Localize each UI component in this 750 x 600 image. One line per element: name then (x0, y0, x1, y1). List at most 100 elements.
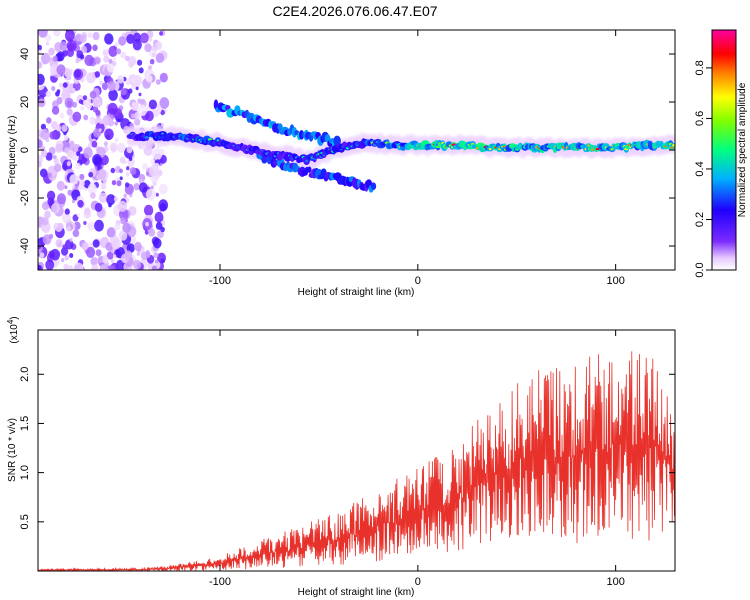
heat-cell (62, 212, 71, 224)
heat-cell (122, 222, 131, 233)
heat-cell (89, 91, 97, 99)
heat-cell (83, 221, 87, 225)
heat-cell (69, 237, 73, 242)
heat-cell (159, 97, 170, 109)
heatmap-tracks (126, 99, 675, 193)
heat-cell (38, 61, 43, 69)
heat-cell (93, 96, 102, 108)
heat-cell (54, 163, 62, 173)
heat-cell (64, 97, 74, 109)
heat-cell (78, 146, 83, 152)
heat-cell (149, 58, 155, 65)
heat-cell (324, 134, 331, 143)
heat-cell (83, 114, 89, 121)
heat-cell (144, 136, 150, 139)
snr-y-axis-label: SNR (10 * v/v) (7, 418, 18, 482)
heat-cell (155, 192, 159, 197)
heat-cell (120, 88, 127, 96)
y-tick-label: -40 (19, 238, 31, 254)
heat-cell (144, 43, 152, 52)
heat-cell (131, 113, 136, 119)
heat-cell (136, 251, 141, 256)
heat-cell (62, 82, 68, 88)
heat-cell (103, 141, 108, 147)
heat-cell (104, 33, 114, 45)
heat-cell (146, 74, 153, 83)
heat-cell (90, 192, 96, 199)
heat-cell (82, 95, 87, 101)
heat-cell (103, 51, 107, 56)
heat-cell (66, 39, 77, 52)
heat-cell (87, 183, 97, 195)
heat-cell (61, 258, 65, 263)
x-tick-label: 100 (606, 576, 624, 588)
heat-cell (120, 51, 126, 59)
heat-cell (138, 92, 142, 97)
heat-cell (116, 48, 122, 55)
heat-cell (94, 202, 103, 212)
heat-cell (370, 182, 377, 190)
heat-cell (67, 265, 74, 270)
heat-cell (98, 192, 108, 203)
heat-cell (56, 64, 66, 76)
snr-scale-label: (x104) (6, 316, 20, 343)
heat-cell (114, 223, 121, 231)
heat-cell (38, 98, 46, 108)
heat-cell (51, 203, 60, 214)
heat-cell (146, 188, 156, 201)
colorbar-tick-label: 0.8 (694, 60, 706, 75)
y-tick-label: 0.5 (19, 514, 31, 529)
heat-cell (103, 55, 110, 63)
heat-cell (125, 79, 131, 86)
heat-cell (137, 98, 142, 104)
heat-cell (95, 57, 101, 64)
heat-cell (76, 213, 80, 217)
heat-cell (76, 151, 81, 157)
heat-cell (159, 72, 168, 83)
heat-cell (79, 54, 85, 60)
heat-cell (79, 34, 87, 44)
heat-cell (97, 255, 104, 263)
x-tick-label: 0 (415, 576, 421, 588)
heat-cell (64, 255, 69, 261)
heat-cell (98, 118, 104, 125)
heat-cell (92, 239, 100, 248)
heat-cell (146, 171, 150, 176)
heatmap-noise-region (38, 30, 170, 270)
heat-cell (74, 69, 82, 79)
heat-cell (57, 222, 64, 230)
heat-cell (154, 259, 159, 264)
heat-cell (53, 158, 59, 165)
heat-cell (134, 241, 142, 252)
heat-cell (138, 67, 144, 74)
heat-cell (124, 250, 133, 260)
spectrogram-x-ticks: -100 0 100 (209, 30, 625, 287)
heat-cell (132, 259, 142, 270)
heat-cell (61, 124, 68, 132)
heat-cell (137, 105, 148, 116)
heat-cell (118, 36, 127, 46)
heat-cell (122, 159, 127, 164)
heat-cell (59, 112, 65, 119)
heat-cell (85, 246, 96, 258)
heat-cell (120, 217, 127, 225)
heat-cell (51, 86, 56, 91)
heat-cell (105, 242, 113, 252)
heat-cell (62, 244, 67, 250)
snr-x-axis-label: Height of straight line (km) (298, 587, 415, 598)
heat-cell (111, 146, 117, 153)
heat-cell (57, 242, 62, 248)
y-tick-label: -20 (19, 190, 31, 206)
heat-cell (153, 252, 159, 259)
heat-cell (127, 88, 133, 94)
x-tick-label: 0 (415, 275, 421, 287)
heat-cell (150, 158, 155, 164)
heat-cell (111, 180, 117, 186)
y-tick-label: 1.0 (19, 465, 31, 480)
heat-cell (148, 99, 157, 110)
heat-cell (92, 154, 102, 166)
heat-cell (100, 182, 107, 190)
heat-cell (154, 211, 164, 223)
heat-cell (127, 158, 135, 167)
heat-cell (97, 168, 107, 180)
